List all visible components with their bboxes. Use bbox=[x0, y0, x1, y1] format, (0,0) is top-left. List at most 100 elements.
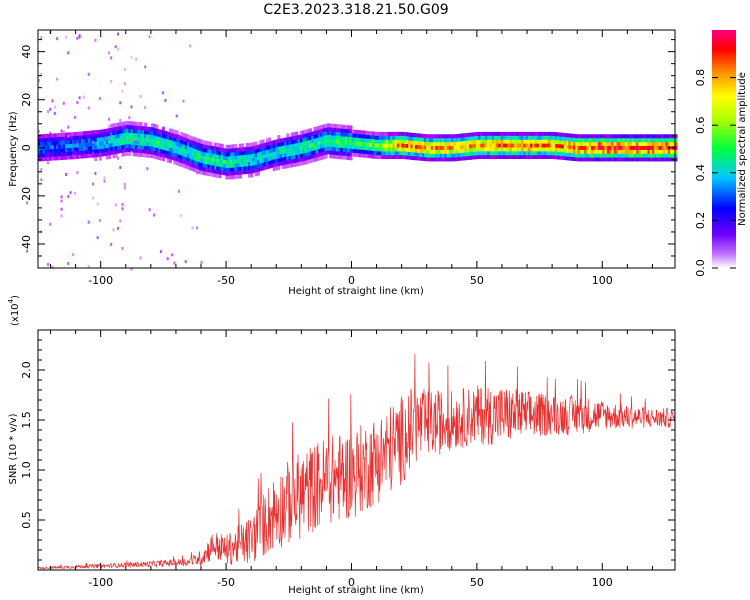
spectrogram-cell bbox=[114, 146, 118, 151]
spectrogram-cell bbox=[159, 149, 163, 153]
spectrogram-cell bbox=[591, 145, 594, 150]
spectrogram-cell bbox=[65, 148, 69, 152]
colorbar-gradient bbox=[712, 30, 736, 268]
spectrogram-cell bbox=[89, 149, 93, 154]
spectrogram-cell bbox=[150, 150, 154, 155]
spectrogram-cell bbox=[624, 149, 628, 154]
spectrogram-cell bbox=[126, 151, 129, 156]
spectrogram-cell bbox=[345, 136, 348, 141]
spectrogram-cell bbox=[615, 138, 619, 143]
spectrogram-cell bbox=[320, 132, 324, 137]
spectrogram-cell bbox=[47, 141, 50, 146]
spectrogram-cell bbox=[234, 148, 238, 152]
spectrogram-cell bbox=[503, 139, 506, 144]
spectrogram-cell bbox=[356, 153, 360, 158]
spectrogram-cell bbox=[284, 164, 287, 169]
spectrogram-cell bbox=[387, 131, 391, 136]
spectrogram-cell bbox=[604, 149, 608, 154]
spectrogram-cell bbox=[311, 150, 315, 155]
spectrogram-cell bbox=[636, 134, 640, 139]
spectrogram-cell bbox=[471, 144, 475, 148]
spectrogram-cell bbox=[148, 150, 152, 154]
spectrogram-cell bbox=[105, 155, 109, 160]
spectrogram-cell bbox=[584, 134, 588, 139]
spectrogram-cell bbox=[326, 146, 330, 151]
spectrogram-cell bbox=[92, 151, 95, 155]
spectrogram-cell bbox=[83, 131, 87, 136]
spectrogram-cell bbox=[200, 261, 203, 265]
spectrogram-cell bbox=[250, 154, 254, 159]
spectrogram-cell bbox=[338, 143, 342, 148]
spectrogram-cell bbox=[189, 166, 193, 171]
spectrogram-cell bbox=[144, 126, 148, 131]
spectrogram-cell bbox=[656, 149, 660, 154]
spectrogram-cell bbox=[117, 156, 119, 160]
spectrogram-cell bbox=[345, 144, 348, 149]
spectrogram-cell bbox=[527, 143, 531, 148]
spectrogram-cell bbox=[534, 147, 538, 152]
spectrogram-cell bbox=[385, 147, 389, 152]
spectrogram-cell bbox=[234, 144, 238, 149]
spectrogram-cell bbox=[451, 149, 454, 154]
spectrogram-cell bbox=[469, 155, 473, 160]
spectrogram-cell bbox=[153, 123, 157, 128]
spectrogram-cell bbox=[65, 136, 69, 141]
spectrogram-cell bbox=[159, 141, 163, 146]
spectrogram-cell bbox=[512, 131, 515, 136]
spectrogram-cell bbox=[586, 134, 590, 139]
spectrogram-cell bbox=[572, 157, 576, 161]
spectrogram-cell bbox=[667, 157, 671, 162]
spectrogram-cell bbox=[94, 153, 98, 158]
spectrogram-cell bbox=[254, 156, 258, 161]
spectrogram-cell bbox=[44, 157, 48, 161]
spectrogram-cell bbox=[358, 141, 362, 146]
spectrogram-cell bbox=[369, 135, 373, 140]
spectrogram-cell bbox=[442, 157, 445, 162]
spectrogram-cell bbox=[205, 167, 208, 172]
spectrogram-cell bbox=[284, 137, 287, 142]
spectrogram-cell bbox=[462, 152, 466, 157]
spectrogram-cell bbox=[308, 151, 312, 156]
spectrogram-cell bbox=[417, 156, 421, 161]
spectrogram-cell bbox=[252, 157, 256, 162]
spectrogram-cell bbox=[290, 159, 294, 164]
spectrogram-cell bbox=[392, 147, 396, 152]
spectrogram-cell bbox=[322, 139, 326, 144]
spectrogram-cell bbox=[196, 138, 199, 143]
spectrogram-cell bbox=[649, 149, 653, 154]
spectrogram-cell bbox=[157, 152, 161, 157]
spectrogram-cell bbox=[624, 134, 628, 139]
spectrogram-cell bbox=[428, 145, 432, 150]
spectrogram-cell bbox=[214, 146, 218, 151]
spectrogram-cell bbox=[74, 192, 77, 195]
spectrogram-cell bbox=[295, 131, 299, 136]
spectrogram-cell bbox=[164, 142, 168, 147]
spectrogram-cell bbox=[144, 141, 148, 146]
spectrogram-cell bbox=[640, 134, 644, 139]
spectrogram-cell bbox=[405, 155, 409, 160]
spectrogram-cell bbox=[218, 170, 222, 175]
spectrogram-cell bbox=[38, 134, 41, 139]
spectrogram-cell bbox=[275, 166, 278, 171]
spectrogram-cell bbox=[550, 147, 554, 152]
spectrogram-cell bbox=[69, 151, 73, 156]
spectrogram-cell bbox=[367, 150, 371, 155]
spectrogram-cell bbox=[593, 157, 597, 162]
spectrogram-cell bbox=[223, 155, 227, 160]
spectrogram-cell bbox=[320, 152, 324, 156]
spectrogram-cell bbox=[98, 141, 102, 146]
spectrogram-cell bbox=[600, 149, 603, 154]
spectrogram-cell bbox=[47, 263, 49, 266]
spectrogram-cell bbox=[132, 148, 136, 153]
spectrogram-cell bbox=[252, 142, 256, 147]
spectrogram-cell bbox=[408, 144, 412, 149]
spectrogram-cell bbox=[618, 145, 622, 150]
spectrogram-cell bbox=[261, 154, 265, 159]
spectrogram-cell bbox=[516, 155, 520, 159]
spectrogram-cell bbox=[308, 128, 312, 133]
spectrogram-cell bbox=[94, 141, 98, 146]
spectrogram-cell bbox=[58, 140, 62, 145]
spectrogram-cell bbox=[514, 151, 518, 156]
spectrogram-cell bbox=[254, 172, 258, 177]
spectrogram-cell bbox=[340, 124, 344, 129]
